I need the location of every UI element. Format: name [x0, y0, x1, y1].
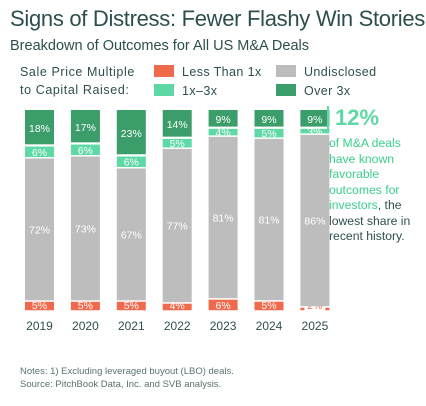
legend-title: Sale Price Multiple to Capital Raised:	[20, 63, 135, 99]
bar-segment-1x-3x-2024	[254, 128, 284, 138]
data-label-undisclosed-2023: 81%	[213, 213, 234, 225]
x-tick-label-2025: 2025	[302, 319, 329, 333]
annotation-text: of M&A deals have known favorable outcom…	[329, 136, 425, 245]
bar-segment-over-3x-2022	[162, 110, 192, 137]
bar-segment-over-3x-2024	[254, 110, 284, 127]
bar-segment-over-3x-2023	[208, 110, 238, 127]
chart-subtitle: Breakdown of Outcomes for All US M&A Dea…	[10, 38, 309, 54]
data-label-1x-3x-2025: 3%	[307, 126, 322, 138]
data-label-1x-3x-2024: 5%	[261, 128, 276, 140]
legend-title-line2: to Capital Raised:	[20, 83, 130, 97]
x-tick-label-2019: 2019	[26, 319, 53, 333]
bar-segment-undisclosed-2022	[162, 148, 192, 303]
legend-item-over-3x: Over 3x	[276, 84, 351, 98]
data-label-over-3x-2022: 14%	[167, 119, 188, 131]
data-label-1x-3x-2023: 4%	[216, 127, 231, 139]
annotation-accent-line	[327, 106, 329, 132]
data-label-1x-3x-2021: 6%	[124, 157, 139, 169]
data-label-less-than-1x-2021: 5%	[124, 300, 139, 312]
data-label-less-than-1x-2024: 5%	[261, 300, 276, 312]
x-tick-label-2020: 2020	[72, 319, 99, 333]
bar-segment-less-than-1x-2024	[254, 301, 284, 311]
legend-label: Undisclosed	[304, 65, 377, 79]
data-label-less-than-1x-2023: 6%	[216, 300, 231, 312]
data-label-1x-3x-2022: 5%	[170, 138, 185, 150]
bar-segment-less-than-1x-2019	[25, 301, 54, 311]
bar-segment-less-than-1x-2021	[116, 301, 146, 311]
bar-segment-less-than-1x-2020	[70, 301, 100, 311]
data-label-less-than-1x-2022: 4%	[170, 300, 185, 312]
data-label-undisclosed-2021: 67%	[121, 229, 142, 241]
data-label-over-3x-2024: 9%	[261, 114, 276, 126]
data-label-over-3x-2025: 9%	[307, 114, 322, 126]
data-label-over-3x-2023: 9%	[216, 114, 231, 126]
data-label-undisclosed-2025: 86%	[304, 216, 325, 228]
legend-swatch-over-3x	[276, 84, 296, 96]
chart-title: Signs of Distress: Fewer Flashy Win Stor…	[10, 6, 425, 31]
bar-segment-less-than-1x-2022	[162, 303, 192, 311]
bar-segment-undisclosed-2020	[70, 156, 100, 301]
bar-segment-1x-3x-2020	[70, 144, 100, 156]
data-label-undisclosed-2019: 72%	[29, 224, 50, 236]
data-label-undisclosed-2024: 81%	[258, 215, 279, 227]
data-label-1x-3x-2019: 6%	[32, 147, 47, 159]
footnotes: Notes: 1) Excluding leveraged buyout (LB…	[20, 365, 234, 391]
data-label-1x-3x-2020: 6%	[78, 145, 93, 157]
bar-segment-less-than-1x-2023	[208, 299, 238, 311]
legend-label: Over 3x	[304, 84, 351, 98]
bar-segment-1x-3x-2025	[300, 128, 330, 134]
data-label-undisclosed-2022: 77%	[167, 221, 188, 233]
bar-segment-undisclosed-2019	[25, 158, 54, 301]
legend-swatch-less-than-1x	[154, 65, 174, 77]
legend-item-undisclosed: Undisclosed	[276, 65, 377, 79]
x-tick-label-2021: 2021	[118, 319, 145, 333]
legend-label: Less Than 1x	[182, 65, 262, 79]
legend-swatch-undisclosed	[276, 65, 296, 77]
bar-segment-over-3x-2020	[70, 110, 100, 143]
bar-segment-undisclosed-2024	[254, 138, 284, 301]
data-label-over-3x-2019: 18%	[29, 123, 50, 135]
annotation-rest-text: , the lowest share in recent history.	[329, 198, 411, 243]
note-line: Notes: 1) Excluding leveraged buyout (LB…	[20, 366, 234, 377]
data-label-undisclosed-2020: 73%	[75, 223, 96, 235]
bar-segment-1x-3x-2021	[116, 156, 146, 167]
annotation-big-number: 12%	[335, 105, 380, 130]
bar-segment-1x-3x-2019	[25, 146, 54, 158]
x-tick-label-2024: 2024	[256, 319, 283, 333]
legend-item-1x-3x: 1x–3x	[154, 84, 217, 98]
bar-segment-undisclosed-2021	[116, 168, 146, 301]
bar-segment-over-3x-2021	[116, 110, 146, 155]
x-tick-label-2023: 2023	[210, 319, 237, 333]
bar-segment-over-3x-2019	[25, 110, 54, 145]
legend-label: 1x–3x	[182, 84, 218, 98]
data-label-over-3x-2021: 23%	[121, 128, 142, 140]
bar-segment-1x-3x-2023	[208, 128, 238, 136]
legend-title-line1: Sale Price Multiple	[20, 65, 135, 79]
data-label-less-than-1x-2020: 5%	[78, 300, 93, 312]
bar-segment-undisclosed-2023	[208, 136, 238, 299]
bar-segment-1x-3x-2022	[162, 138, 192, 148]
annotation-highlight-text: of M&A deals have known favorable outcom…	[329, 136, 401, 212]
legend-item-less-than-1x: Less Than 1x	[154, 65, 262, 79]
legend-swatch-1x-3x	[154, 84, 174, 96]
data-label-less-than-1x-2019: 5%	[32, 300, 47, 312]
bar-segment-undisclosed-2025	[300, 134, 330, 307]
data-label-over-3x-2020: 17%	[75, 122, 96, 134]
source-line: Source: PitchBook Data, Inc. and SVB ana…	[20, 379, 222, 390]
x-tick-label-2022: 2022	[164, 319, 191, 333]
bar-segment-over-3x-2025	[300, 110, 330, 127]
